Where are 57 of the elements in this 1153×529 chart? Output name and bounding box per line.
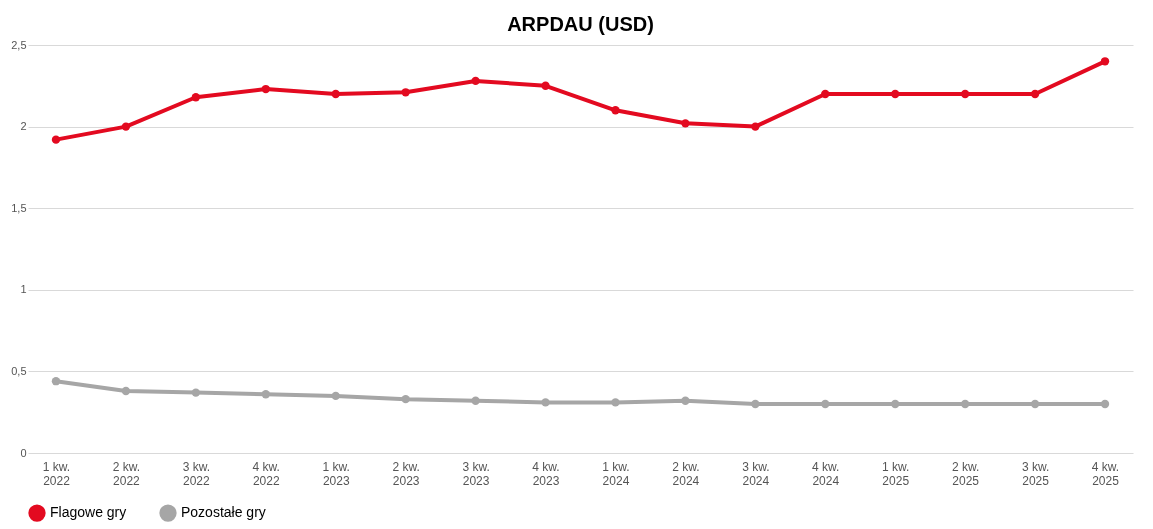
x-tick-label: 1 kw. 2023 xyxy=(322,459,350,488)
x-tick-label: 3 kw. 2022 xyxy=(182,459,211,488)
x-tick-label: 1 kw. 2025 xyxy=(882,459,910,488)
point xyxy=(191,93,201,102)
point xyxy=(471,396,480,405)
x-tick-label: 4 kw. 2023 xyxy=(532,459,560,488)
point xyxy=(611,398,620,407)
point xyxy=(751,399,760,409)
point xyxy=(891,89,900,99)
point xyxy=(261,84,270,94)
x-tick-label: 3 kw. 2023 xyxy=(462,459,490,488)
point xyxy=(541,398,550,407)
point xyxy=(121,122,131,131)
x-tick-label: 1 kw. 2024 xyxy=(602,459,630,488)
point xyxy=(401,88,410,97)
point xyxy=(51,377,61,386)
point xyxy=(1100,399,1110,409)
point xyxy=(1030,89,1040,99)
x-tick-label: 3 kw. 2025 xyxy=(1021,459,1050,488)
y-tick-label: 2,5 xyxy=(11,38,27,51)
y-tick-label: 2 xyxy=(20,120,27,133)
x-tick-label: 2 kw. 2025 xyxy=(951,459,980,488)
point xyxy=(1030,399,1040,409)
x-tick-label: 1 kw. 2022 xyxy=(42,459,71,488)
point xyxy=(541,81,550,90)
point xyxy=(121,386,131,396)
y-tick-label: 1,5 xyxy=(11,201,27,214)
point xyxy=(261,390,270,399)
point xyxy=(331,391,340,401)
x-tick-label: 2 kw. 2024 xyxy=(672,459,700,488)
y-tick-label: 1 xyxy=(20,283,27,296)
x-tick-label: 2 kw. 2023 xyxy=(392,459,420,488)
x-tick-label: 4 kw. 2024 xyxy=(812,459,840,488)
point xyxy=(191,388,201,397)
point xyxy=(611,106,620,115)
point xyxy=(401,394,410,404)
point xyxy=(1100,57,1110,66)
legend-label: Flagowe gry xyxy=(50,504,127,521)
chart-title: ARPDAU (USD) xyxy=(507,13,654,35)
point xyxy=(471,76,480,86)
y-tick-label: 0 xyxy=(20,446,27,459)
x-tick-label: 2 kw. 2022 xyxy=(112,459,141,488)
point xyxy=(681,396,690,405)
legend-label: Pozostałe gry xyxy=(181,504,266,521)
point xyxy=(821,399,830,409)
y-tick-label: 0,5 xyxy=(11,364,27,377)
point xyxy=(51,135,61,144)
point xyxy=(331,89,340,99)
point xyxy=(681,119,690,128)
point xyxy=(960,399,970,409)
point xyxy=(821,89,830,99)
x-tick-label: 4 kw. 2022 xyxy=(252,459,280,488)
point xyxy=(891,399,900,409)
x-tick-label: 3 kw. 2024 xyxy=(742,459,770,488)
point xyxy=(751,122,760,131)
point xyxy=(960,89,970,99)
x-tick-label: 4 kw. 2025 xyxy=(1091,459,1120,488)
